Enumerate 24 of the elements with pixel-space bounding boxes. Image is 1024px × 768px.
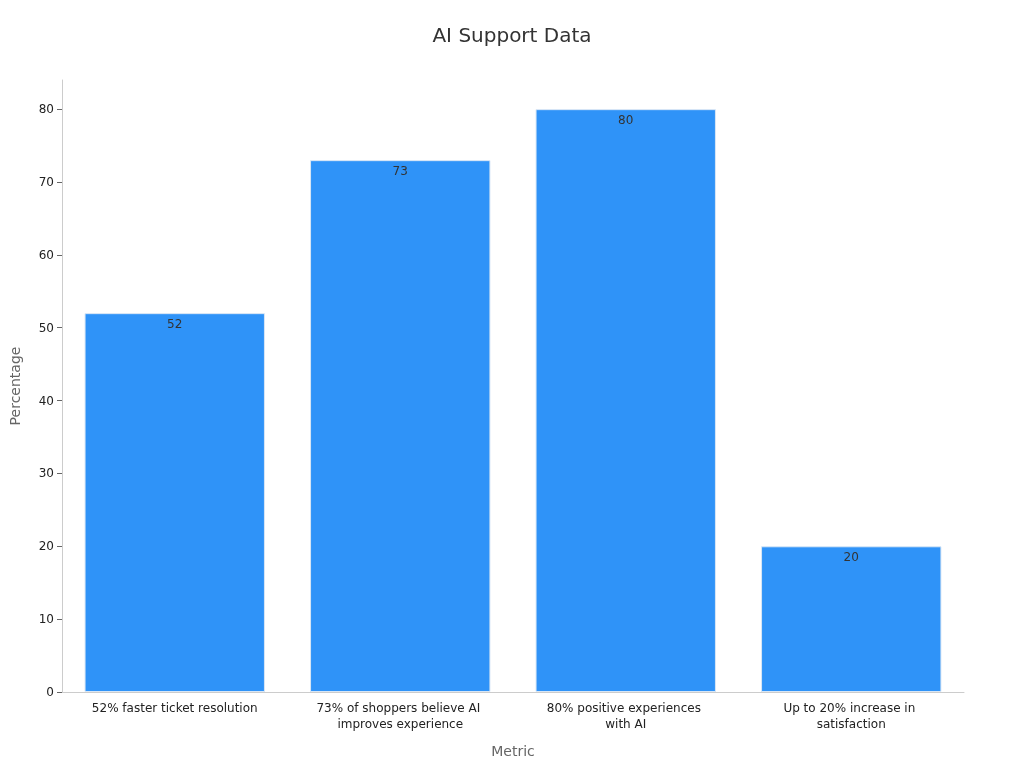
bar (535, 109, 716, 692)
y-tick-label: 60 (38, 247, 54, 262)
data-label: 52 (167, 317, 183, 332)
data-label: 73 (392, 164, 408, 179)
bar (310, 160, 491, 692)
y-tick-label: 30 (38, 466, 54, 481)
y-tick-label: 20 (38, 539, 54, 554)
x-tick-label: 73% of shoppers believe AI improves experience (316, 701, 485, 731)
y-axis-title: Percentage (7, 346, 23, 426)
y-tick-label: 0 (46, 685, 54, 699)
y-tick-label: 70 (38, 175, 54, 189)
data-label: 80 (618, 113, 634, 128)
data-label: 20 (843, 550, 859, 565)
x-axis-title: Metric (491, 743, 535, 759)
y-tick-label: 40 (38, 393, 54, 408)
y-tick-label: 10 (38, 612, 54, 627)
bar (761, 546, 942, 692)
chart-title: AI Support Data (432, 23, 592, 47)
x-tick-label: Up to 20% increase in satisfaction (783, 701, 920, 731)
x-tick-label: 52% faster ticket resolution (91, 701, 258, 715)
y-tick-label: 80 (38, 102, 54, 117)
bar (84, 313, 265, 692)
x-tick-label: 80% positive experiences with AI (546, 701, 705, 731)
y-tick-label: 50 (38, 320, 54, 335)
